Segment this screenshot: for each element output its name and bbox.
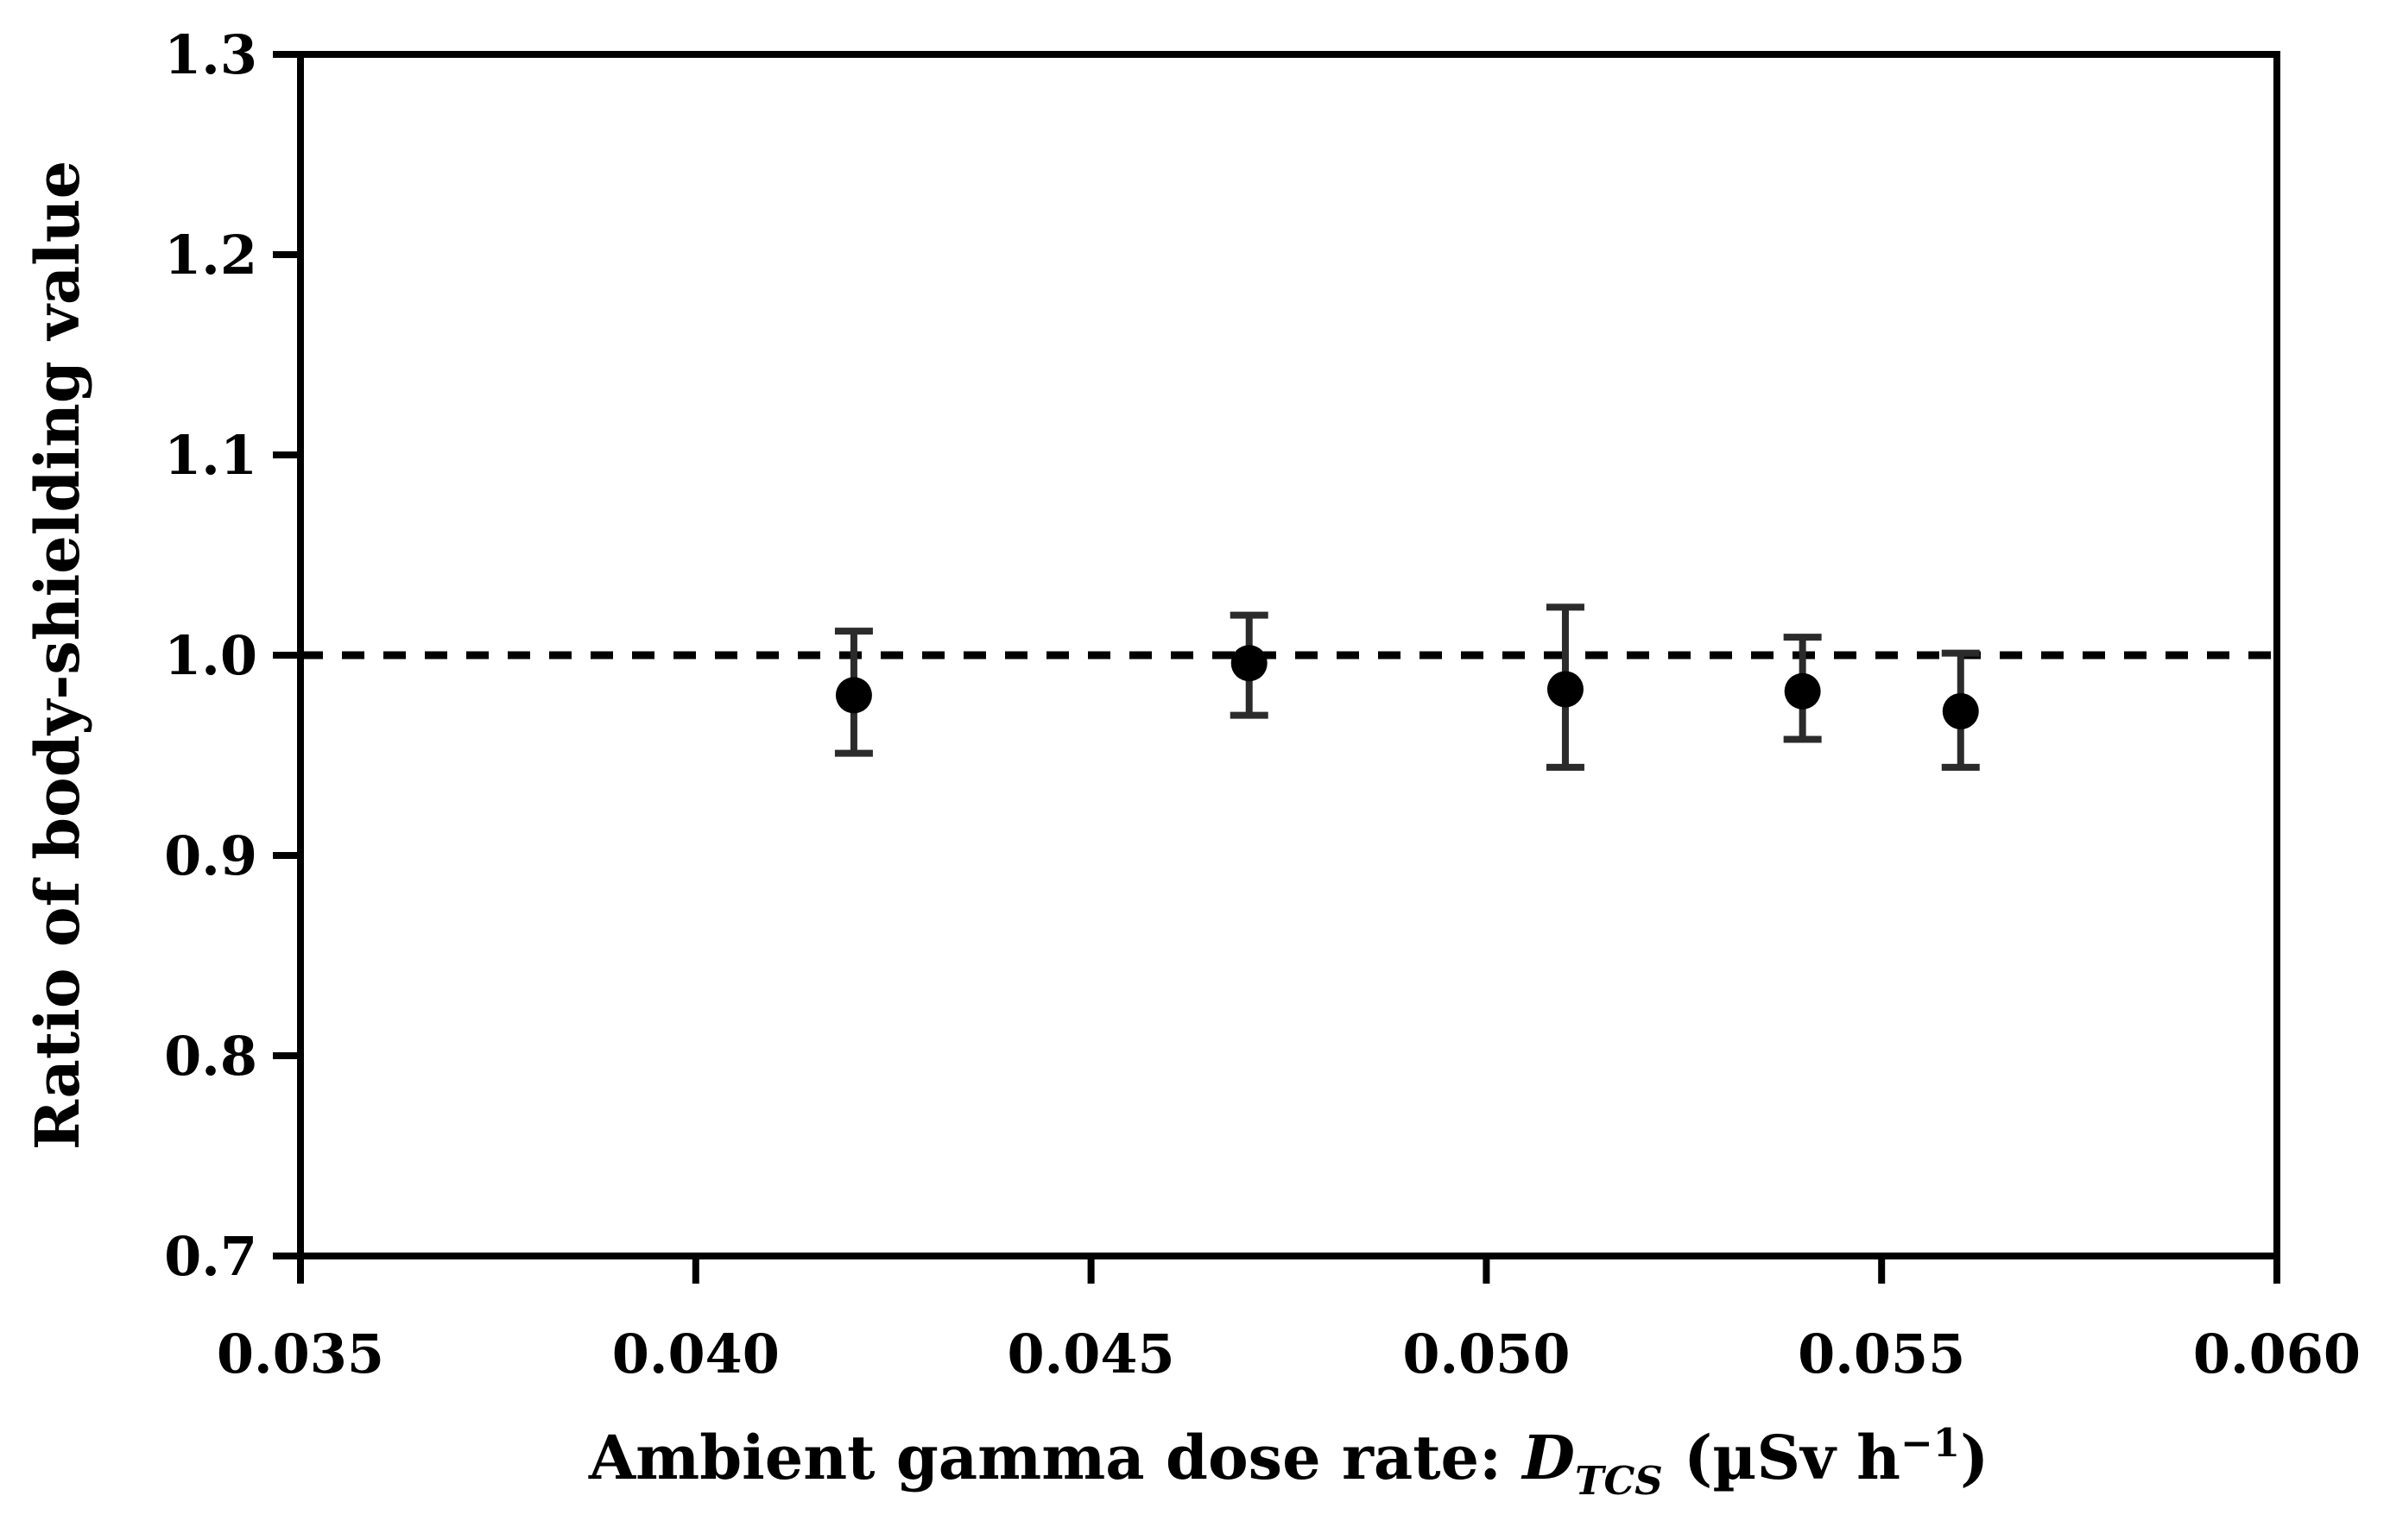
x-tick-label: 0.060	[2193, 1322, 2361, 1385]
y-tick-label: 0.8	[164, 1025, 257, 1088]
x-tick-label: 0.055	[1798, 1322, 1965, 1385]
y-tick-label: 1.3	[164, 23, 257, 86]
x-axis-title: Ambient gamma dose rate: DTCS (µSv h−1)	[300, 1420, 2277, 1504]
data-point	[1230, 645, 1268, 682]
x-tick-label: 0.040	[612, 1322, 780, 1385]
data-point	[1942, 692, 1979, 729]
x-axis-symbol: D	[1522, 1422, 1575, 1493]
y-tick-label: 1.0	[164, 624, 257, 687]
x-axis-unit-open: (µSv h	[1662, 1422, 1901, 1493]
x-axis-symbol-subscript: TCS	[1575, 1458, 1663, 1504]
x-axis-title-text: Ambient gamma dose rate:	[588, 1422, 1523, 1493]
y-tick-label: 0.7	[164, 1225, 257, 1288]
data-point	[1546, 671, 1584, 708]
x-tick-label: 0.050	[1402, 1322, 1570, 1385]
data-point	[835, 677, 872, 714]
x-tick-label: 0.035	[217, 1322, 384, 1385]
y-tick-label: 1.2	[164, 224, 257, 287]
y-axis-title: Ratio of body-shielding value	[22, 160, 93, 1151]
x-axis-unit-exponent: −1	[1900, 1420, 1961, 1466]
data-point	[1784, 672, 1821, 710]
x-tick-label: 0.045	[1008, 1322, 1175, 1385]
y-tick-label: 0.9	[164, 824, 257, 887]
y-tick-label: 1.1	[164, 424, 257, 487]
x-axis-unit-close: )	[1960, 1422, 1989, 1493]
